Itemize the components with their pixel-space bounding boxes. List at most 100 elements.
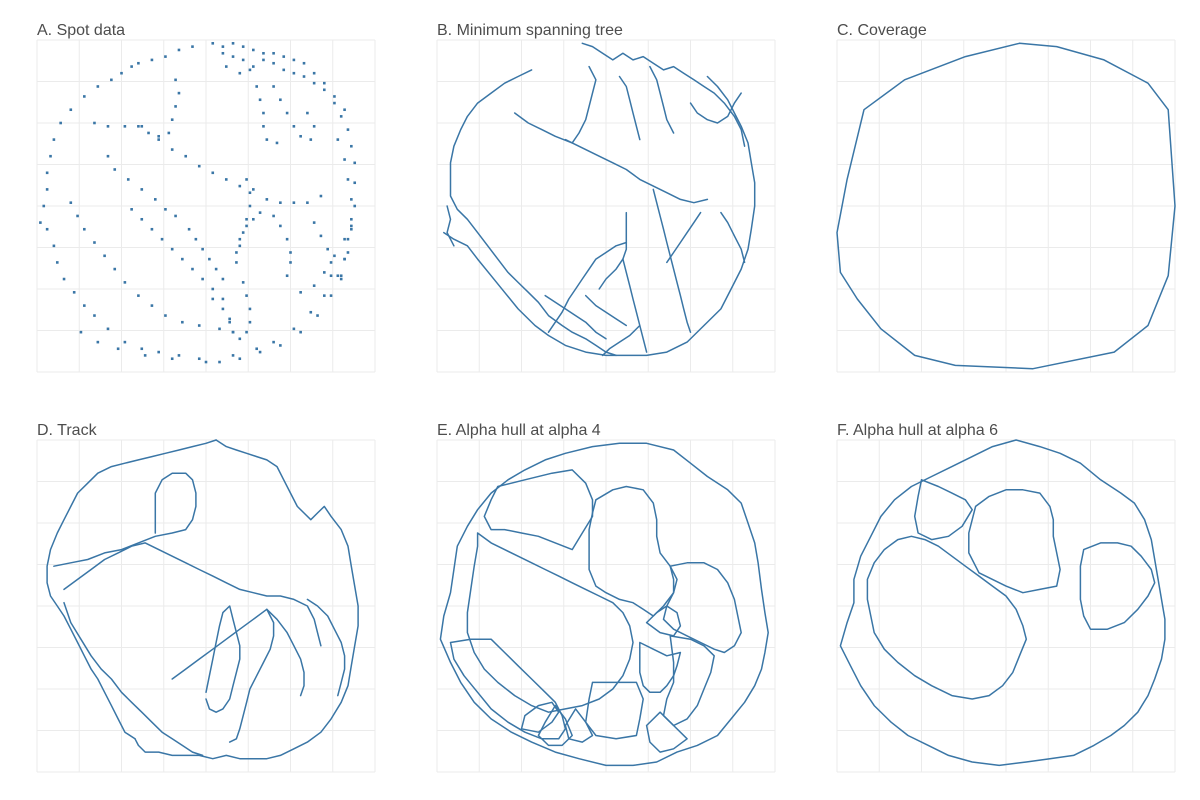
data-point [110,78,113,82]
data-point [157,138,160,141]
data-point [170,357,174,361]
series-line [46,439,217,740]
data-point [343,108,346,112]
data-point [177,91,181,95]
data-point [197,164,201,168]
data-point [235,261,238,264]
data-point [164,314,167,317]
data-point [262,58,265,62]
data-point [157,134,160,138]
data-point [69,108,73,112]
data-point [248,191,252,195]
data-point [52,244,56,248]
data-point [177,48,181,52]
series-line [645,711,688,753]
data-point [197,357,201,361]
data-point [350,198,353,201]
data-point [346,178,350,181]
series-line [63,542,322,647]
panel-title: E. Alpha hull at alpha 4 [437,422,601,439]
series-line [547,241,628,333]
data-point [69,201,73,204]
panel-title: D. Track [37,422,97,439]
data-point [214,267,218,271]
data-point [137,61,140,65]
data-point [211,297,215,301]
data-point [164,55,167,58]
data-point [42,204,46,208]
data-point [252,65,255,68]
data-point [140,125,144,128]
data-point [113,168,117,171]
data-point [52,138,56,141]
series-line [1079,542,1156,630]
series-line [913,479,973,541]
data-point [221,307,225,311]
data-point [353,204,357,208]
data-point [292,327,296,331]
data-point [346,251,350,254]
data-point [49,154,52,158]
data-point [248,68,252,72]
data-point [241,45,245,48]
data-point [160,237,164,241]
data-point [170,148,174,151]
data-point [346,237,350,241]
series-line [306,598,346,697]
data-point [106,125,110,128]
data-point [221,297,225,301]
data-point [339,277,343,281]
data-point [339,115,343,118]
data-point [83,95,86,98]
panel-minimum-spanning-tree: B. Minimum spanning tree [400,0,800,400]
data-point [72,291,76,294]
series-line [581,42,746,147]
data-point [350,227,353,231]
plot-area [836,39,1176,373]
series-line [618,75,641,141]
data-point [306,111,309,115]
data-point [241,58,245,62]
data-point [123,281,127,284]
data-point [272,51,275,55]
data-point [312,284,316,287]
data-point [255,85,258,88]
data-point [113,267,117,271]
series-line [649,65,675,134]
data-point [39,221,42,224]
data-point [224,178,228,181]
data-point [116,347,120,351]
data-point [272,214,275,218]
data-point [248,320,252,324]
panel-title: C. Coverage [837,22,927,39]
data-point [231,354,235,357]
data-point [231,330,235,334]
data-point [55,261,59,264]
data-point [245,330,248,334]
data-point [272,61,275,65]
data-point [285,274,289,278]
data-point [319,234,323,238]
data-point [123,125,127,128]
data-point [299,291,302,294]
data-point [201,277,204,281]
series-line [53,472,197,567]
data-point [96,85,100,88]
series-line [839,439,1166,767]
series-line [689,92,742,124]
data-point [258,211,262,214]
data-point [137,125,140,128]
data-point [302,61,306,65]
plot-area [36,39,376,373]
spot-points [39,42,357,364]
data-point [245,217,248,221]
data-point [292,125,296,128]
data-point [306,201,309,204]
data-point [194,237,198,241]
data-point [262,51,265,55]
data-point [282,55,286,58]
data-point [346,128,350,131]
data-point [154,198,157,201]
data-point [289,261,292,264]
data-point [285,111,289,115]
